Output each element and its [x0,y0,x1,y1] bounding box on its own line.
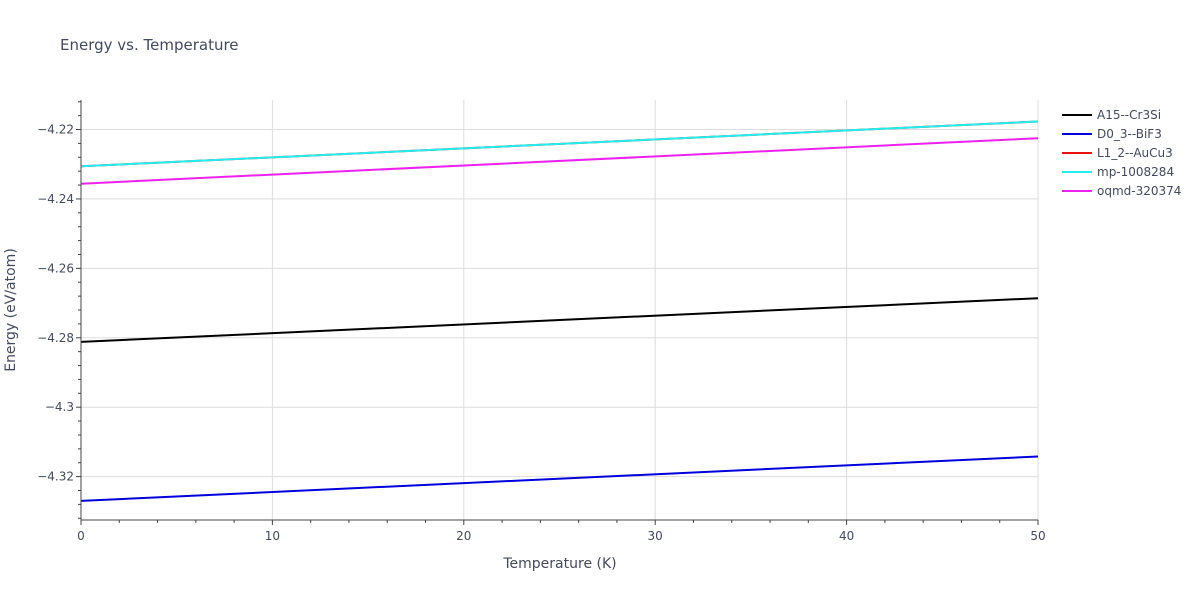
y-tick-label: −4.22 [37,123,74,137]
series-line-1 [80,455,1039,502]
axes [76,100,1039,525]
legend-item-2[interactable]: L1_2--AuCu3 [1062,146,1173,160]
legend[interactable]: A15--Cr3Si D0_3--BiF3 L1_2--AuCu3 mp-100828… [1062,108,1181,198]
y-tick-label: −4.3 [45,400,74,414]
y-tick-label: −4.32 [37,470,74,484]
legend-item-4[interactable]: oqmd-320374 [1062,184,1181,198]
series-line-3 [80,120,1039,168]
legend-label: D0_3--BiF3 [1097,127,1162,141]
chart-title: Energy vs. Temperature [60,36,239,54]
plot-series [80,120,1039,502]
y-tick-label: −4.28 [37,331,74,345]
legend-item-1[interactable]: D0_3--BiF3 [1062,127,1162,141]
legend-label: L1_2--AuCu3 [1097,146,1173,160]
y-tick-label: −4.24 [37,192,74,206]
x-tick-label: 0 [77,529,85,543]
grid-lines [81,100,1039,520]
legend-label: mp-1008284 [1097,165,1174,179]
series-line-4 [80,137,1039,185]
tick-labels: 0 10 20 30 40 50 −4.32 −4.3 −4.28 −4.26 −4.24 −4.22 [37,123,1045,543]
legend-label: oqmd-320374 [1097,184,1181,198]
series-line-0 [80,297,1039,343]
x-tick-label: 50 [1030,529,1045,543]
x-axis-label: Temperature (K) [502,556,616,572]
x-tick-label: 30 [648,529,663,543]
y-tick-label: −4.26 [37,261,74,275]
legend-item-0[interactable]: A15--Cr3Si [1062,108,1161,122]
x-tick-label: 40 [839,529,854,543]
legend-item-3[interactable]: mp-1008284 [1062,165,1174,179]
legend-label: A15--Cr3Si [1097,108,1161,122]
x-tick-label: 10 [265,529,280,543]
y-axis-label: Energy (eV/atom) [3,248,19,372]
x-tick-label: 20 [456,529,471,543]
